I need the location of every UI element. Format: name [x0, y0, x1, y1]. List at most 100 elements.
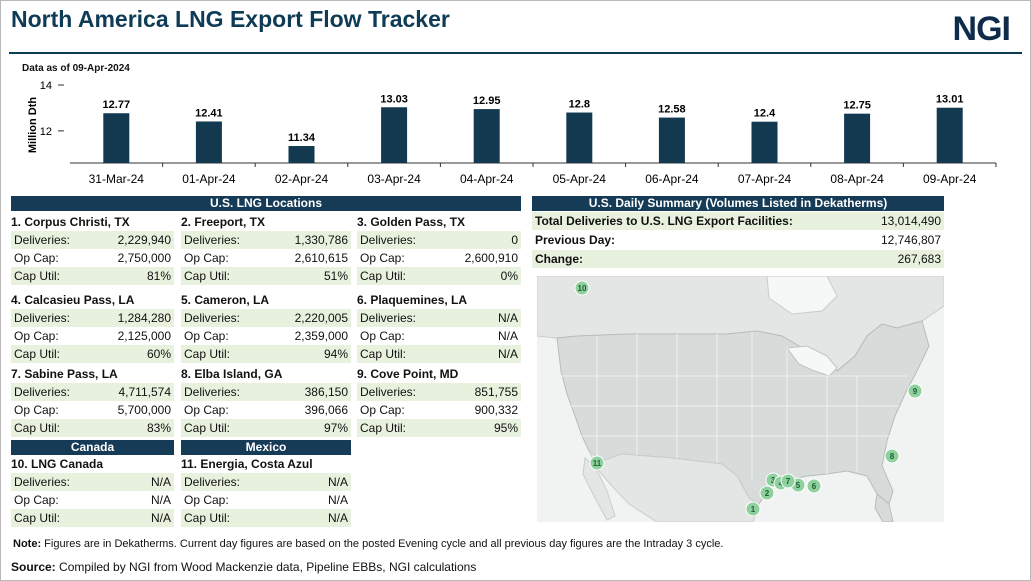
bar-04-Apr-24 — [473, 109, 500, 163]
summary-previous-value: 12,746,807 — [880, 233, 941, 247]
facility-marker-6: 6 — [806, 478, 822, 494]
location-card: 7. Sabine Pass, LA Deliveries: 4,711,574 Op… — [11, 365, 174, 437]
hudson-bay-water — [766, 276, 838, 315]
cap-util-label: Cap Util: — [14, 269, 61, 283]
marker-label: 5 — [796, 481, 801, 490]
deliveries-label: Deliveries: — [184, 233, 241, 247]
bar-value-label: 13.01 — [936, 94, 964, 106]
bar-value-label: 12.8 — [569, 99, 590, 111]
op-cap-row: Op Cap: 900,332 — [357, 401, 521, 419]
deliveries-row: Deliveries: 851,755 — [357, 383, 521, 401]
location-rows: Deliveries: 851,755 Op Cap: 900,332 Cap Util… — [357, 383, 521, 437]
marker-dot — [589, 455, 605, 471]
summary-previous-row: Previous Day: 12,746,807 — [532, 231, 944, 249]
cap-util-value: 83% — [146, 421, 171, 435]
ngi-logo: NGI — [952, 10, 1011, 48]
summary-total-row: Total Deliveries to U.S. LNG Export Faci… — [532, 212, 944, 230]
location-card: 3. Golden Pass, TX Deliveries: 0 Op Cap: 2,6… — [357, 213, 521, 285]
location-card: 2. Freeport, TX Deliveries: 1,330,786 Op Ca… — [181, 213, 351, 285]
cap-util-value: 51% — [323, 269, 348, 283]
location-rows: Deliveries: 386,150 Op Cap: 396,066 Cap Util… — [181, 383, 351, 437]
deliveries-label: Deliveries: — [360, 233, 417, 247]
cap-util-row: Cap Util: 60% — [11, 345, 174, 363]
cap-util-label: Cap Util: — [184, 421, 231, 435]
op-cap-label: Op Cap: — [184, 251, 229, 265]
x-tick-label: 04-Apr-24 — [460, 172, 514, 186]
deliveries-value: N/A — [497, 311, 518, 325]
cap-util-label: Cap Util: — [360, 421, 407, 435]
us-lng-locations-header: U.S. LNG Locations — [11, 196, 521, 211]
cap-util-label: Cap Util: — [184, 347, 231, 361]
cap-util-row: Cap Util: N/A — [357, 345, 521, 363]
location-card: 1. Corpus Christi, TX Deliveries: 2,229,94… — [11, 213, 174, 285]
marker-dot — [574, 280, 590, 296]
location-name: 8. Elba Island, GA — [181, 367, 283, 381]
op-cap-label: Op Cap: — [14, 251, 59, 265]
deliveries-value: 4,711,574 — [118, 385, 172, 399]
deliveries-value: N/A — [327, 475, 348, 489]
location-rows: Deliveries: 2,220,005 Op Cap: 2,359,000 Cap … — [181, 309, 351, 363]
footnote: Note: Figures are in Dekatherms. Current… — [13, 538, 723, 550]
op-cap-value: N/A — [150, 493, 171, 507]
x-tick-label: 02-Apr-24 — [275, 172, 329, 186]
summary-total-label: Total Deliveries to U.S. LNG Export Faci… — [535, 214, 793, 228]
marker-label: 9 — [913, 387, 918, 396]
location-rows: Deliveries: N/A Op Cap: N/A Cap Util: N/A — [11, 473, 174, 527]
location-rows: Deliveries: 2,229,940 Op Cap: 2,750,000 Cap … — [11, 231, 174, 285]
op-cap-value: N/A — [327, 493, 348, 507]
op-cap-label: Op Cap: — [14, 403, 59, 417]
deliveries-row: Deliveries: 1,284,280 — [11, 309, 174, 327]
bar-07-Apr-24 — [751, 121, 778, 163]
title-divider — [9, 52, 1022, 54]
x-tick-label: 01-Apr-24 — [182, 172, 236, 186]
deliveries-value: 386,150 — [304, 385, 348, 399]
bar-value-label: 12.77 — [103, 99, 131, 111]
marker-label: 8 — [890, 452, 895, 461]
mexico-land — [588, 450, 760, 522]
cap-util-value: 95% — [493, 421, 518, 435]
op-cap-row: Op Cap: 2,600,910 — [357, 249, 521, 267]
x-tick-label: 07-Apr-24 — [738, 172, 792, 186]
x-tick-label: 06-Apr-24 — [645, 172, 699, 186]
op-cap-value: 2,359,000 — [294, 329, 348, 343]
op-cap-row: Op Cap: 396,066 — [181, 401, 351, 419]
cap-util-row: Cap Util: 83% — [11, 419, 174, 437]
summary-total-value: 13,014,490 — [880, 214, 941, 228]
op-cap-row: Op Cap: N/A — [181, 491, 351, 509]
facility-marker-2: 2 — [759, 485, 775, 501]
cap-util-value: N/A — [497, 347, 518, 361]
marker-label: 7 — [786, 477, 791, 486]
great-lakes-water — [786, 345, 838, 377]
bar-value-label: 12.75 — [843, 100, 871, 112]
op-cap-value: 2,610,615 — [294, 251, 348, 265]
deliveries-row: Deliveries: 4,711,574 — [11, 383, 174, 401]
cap-util-row: Cap Util: 95% — [357, 419, 521, 437]
location-name: 11. Energia, Costa Azul — [181, 457, 313, 471]
bar-03-Apr-24 — [381, 107, 408, 163]
facility-marker-8: 8 — [884, 448, 900, 464]
location-name: 1. Corpus Christi, TX — [11, 215, 130, 229]
bar-05-Apr-24 — [566, 112, 593, 163]
bar-02-Apr-24 — [288, 146, 315, 163]
marker-dot — [806, 478, 822, 494]
location-rows: Deliveries: 1,330,786 Op Cap: 2,610,615 Cap … — [181, 231, 351, 285]
cap-util-value: 60% — [146, 347, 171, 361]
deliveries-label: Deliveries: — [360, 385, 417, 399]
marker-label: 1 — [751, 505, 756, 514]
op-cap-label: Op Cap: — [14, 493, 59, 507]
cap-util-label: Cap Util: — [14, 511, 61, 525]
bar-value-label: 11.34 — [288, 132, 316, 144]
lng-facility-map: 1234567891011 — [537, 276, 944, 522]
bar-01-Apr-24 — [195, 121, 222, 163]
x-tick-label: 09-Apr-24 — [923, 172, 977, 186]
state-boundaries — [561, 332, 907, 481]
op-cap-value: 2,125,000 — [117, 329, 171, 343]
deliveries-row: Deliveries: 2,229,940 — [11, 231, 174, 249]
location-card: 10. LNG Canada Deliveries: N/A Op Cap: N/A Ca… — [11, 455, 174, 527]
source-line: Source: Compiled by NGI from Wood Macken… — [11, 560, 476, 574]
deliveries-value: 851,755 — [474, 385, 518, 399]
marker-label: 10 — [578, 284, 587, 293]
deliveries-label: Deliveries: — [360, 311, 417, 325]
deliveries-row: Deliveries: N/A — [181, 473, 351, 491]
note-label: Note: — [13, 538, 42, 550]
